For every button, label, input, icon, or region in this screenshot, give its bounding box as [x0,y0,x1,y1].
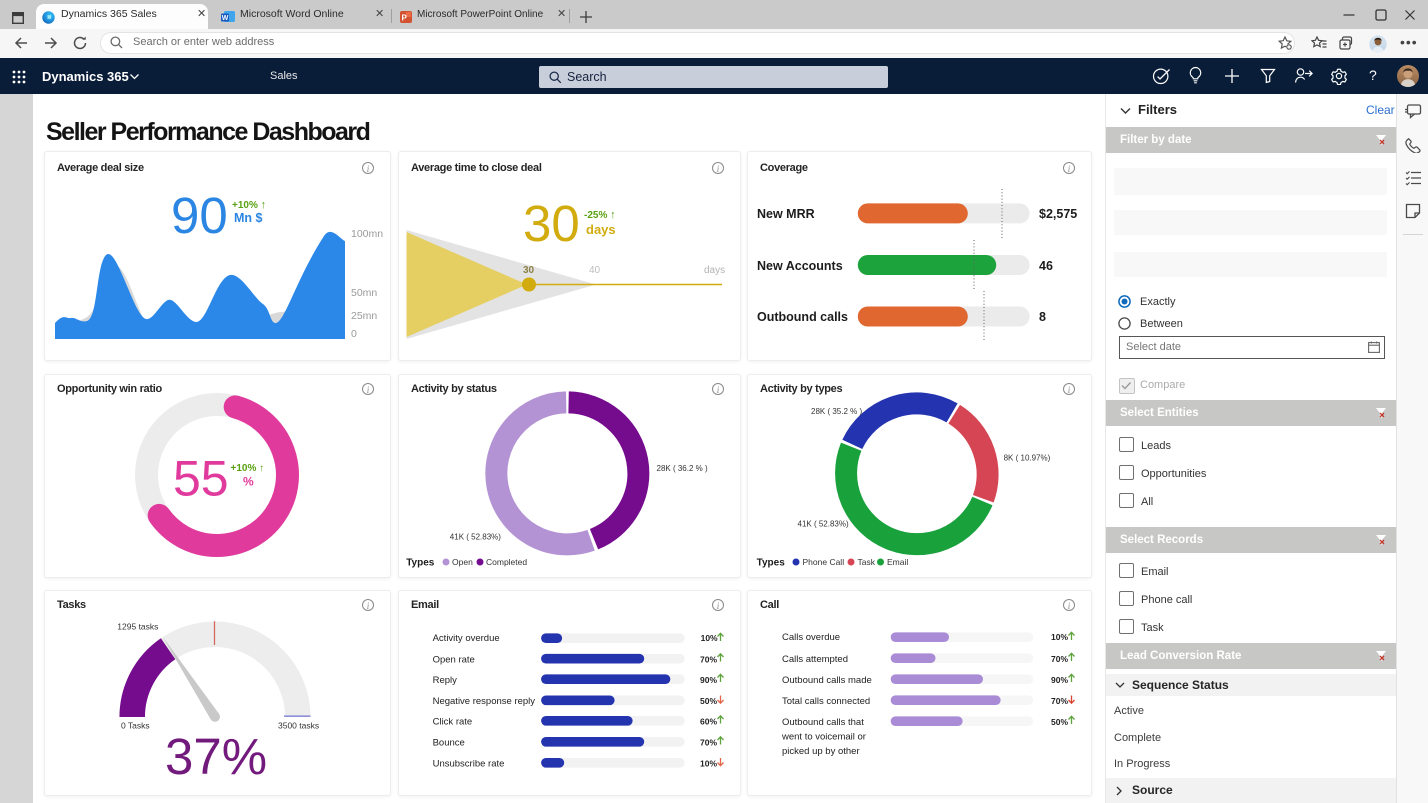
svg-text:W: W [222,15,229,22]
svg-text:37%: 37% [165,728,267,785]
svg-text:30: 30 [523,265,535,276]
svg-text:28K ( 36.2 % ): 28K ( 36.2 % ) [657,464,708,473]
svg-text:Activity overdue: Activity overdue [433,633,500,644]
svg-text:Negative response reply: Negative response reply [433,696,536,707]
svg-text:10%: 10% [701,633,718,643]
svg-text:Email: Email [887,557,908,567]
svg-text:Click rate: Click rate [433,717,473,728]
svg-text:$2,575: $2,575 [1039,207,1077,221]
svg-text:Outbound calls made: Outbound calls made [782,675,872,686]
svg-text:Open: Open [452,557,473,567]
svg-text:days: days [704,265,725,276]
svg-text:Open rate: Open rate [433,655,475,666]
svg-text:Calls overdue: Calls overdue [782,632,840,643]
svg-text:70%: 70% [700,655,717,665]
svg-text:28K ( 35.2 % ): 28K ( 35.2 % ) [811,407,862,416]
svg-text:Phone Call: Phone Call [803,557,845,567]
svg-text:Bounce: Bounce [433,738,465,749]
svg-text:40: 40 [589,265,601,276]
svg-text:0 Tasks: 0 Tasks [121,720,150,730]
svg-text:70%: 70% [1051,696,1068,706]
svg-text:Task: Task [858,557,876,567]
svg-text:90%: 90% [700,675,717,685]
svg-text:went to voicemail or: went to voicemail or [781,732,866,743]
svg-text:picked up by other: picked up by other [782,746,860,757]
svg-text:46: 46 [1039,259,1053,273]
svg-text:10%: 10% [1051,632,1068,642]
svg-text:New MRR: New MRR [757,207,815,221]
svg-text:8K ( 10.97%): 8K ( 10.97%) [1004,454,1051,463]
svg-text:50%: 50% [1051,717,1068,727]
svg-text:Types: Types [757,557,786,568]
svg-text:Outbound calls: Outbound calls [757,310,848,324]
svg-text:60%: 60% [700,717,717,727]
svg-text:P: P [402,13,408,22]
svg-text:90%: 90% [1051,675,1068,685]
svg-text:Outbound calls that: Outbound calls that [782,717,864,728]
svg-text:1295 tasks: 1295 tasks [117,621,158,631]
svg-text:41K ( 52.83%): 41K ( 52.83%) [798,520,849,529]
svg-text:55: 55 [173,451,229,507]
svg-text:Calls attempted: Calls attempted [782,654,848,665]
svg-text:3500 tasks: 3500 tasks [278,720,319,730]
svg-text:Total calls connected: Total calls connected [782,696,870,707]
svg-text:50%: 50% [700,696,717,706]
svg-text:+10% ↑: +10% ↑ [231,463,265,474]
svg-text:70%: 70% [700,738,717,748]
svg-text:41K ( 52.83%): 41K ( 52.83%) [450,532,501,541]
svg-text:Unsubscribe rate: Unsubscribe rate [433,759,505,770]
svg-text:%: % [243,475,254,489]
svg-text:70%: 70% [1051,654,1068,664]
svg-text:10%: 10% [700,759,717,769]
svg-text:Reply: Reply [433,675,458,686]
svg-text:Types: Types [406,557,435,568]
svg-text:New Accounts: New Accounts [757,259,843,273]
svg-text:8: 8 [1039,310,1046,324]
svg-text:Completed: Completed [486,557,527,567]
